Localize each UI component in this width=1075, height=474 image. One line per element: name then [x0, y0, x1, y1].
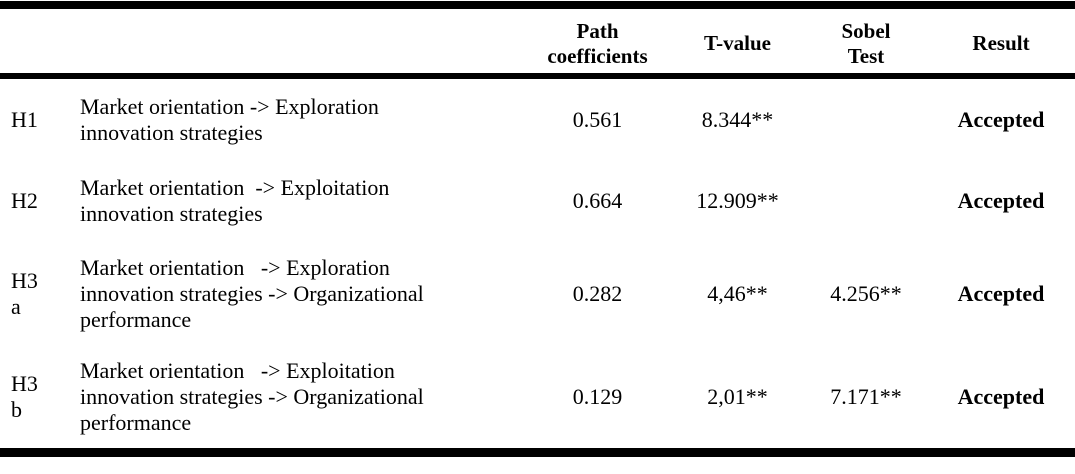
path-coefficient-value: 0.561 [572, 107, 623, 132]
t-value: 8.344** [701, 107, 774, 132]
path-description: Market orientation -> Exploitation innov… [80, 175, 390, 226]
header-sobel-test: Sobel Test [841, 18, 891, 68]
hypothesis-id: H3 a [11, 267, 38, 319]
path-description: Market orientation -> Exploration innova… [80, 94, 379, 145]
sobel-test-value: 7.171** [830, 383, 902, 409]
result-value: Accepted [957, 383, 1045, 409]
hypothesis-id: H2 [11, 188, 38, 213]
hypothesis-results-table: Path coefficients T-value Sobel Test Res… [0, 1, 1075, 457]
table-row: H3 a Market orientation -> Exploration i… [0, 241, 1075, 346]
path-description: Market orientation -> Exploitation innov… [80, 357, 424, 435]
header-row: Path coefficients T-value Sobel Test Res… [0, 5, 1075, 76]
header-hypothesis-id [0, 5, 70, 76]
header-path-coefficients: Path coefficients [547, 18, 648, 68]
result-value: Accepted [957, 280, 1045, 306]
path-description: Market orientation -> Exploration innova… [80, 254, 424, 332]
header-result: Result [972, 31, 1030, 55]
header-path-description [70, 5, 525, 76]
t-value: 12.909** [696, 188, 779, 213]
sobel-test-value [805, 76, 927, 161]
header-t-value: T-value [704, 31, 771, 55]
hypothesis-id: H1 [11, 107, 38, 132]
table-row: H3 b Market orientation -> Exploitation … [0, 346, 1075, 452]
sobel-test-value: 4.256** [830, 280, 902, 306]
hypothesis-id: H3 b [11, 370, 38, 422]
result-value: Accepted [957, 188, 1045, 213]
table-row: H1 Market orientation -> Exploration inn… [0, 76, 1075, 161]
path-coefficient-value: 0.664 [572, 188, 623, 213]
t-value: 4,46** [707, 280, 768, 306]
t-value: 2,01** [707, 383, 768, 409]
result-value: Accepted [957, 107, 1045, 132]
sobel-test-value [805, 161, 927, 241]
table-row: H2 Market orientation -> Exploitation in… [0, 161, 1075, 241]
path-coefficient-value: 0.129 [572, 383, 623, 409]
path-coefficient-value: 0.282 [572, 280, 623, 306]
